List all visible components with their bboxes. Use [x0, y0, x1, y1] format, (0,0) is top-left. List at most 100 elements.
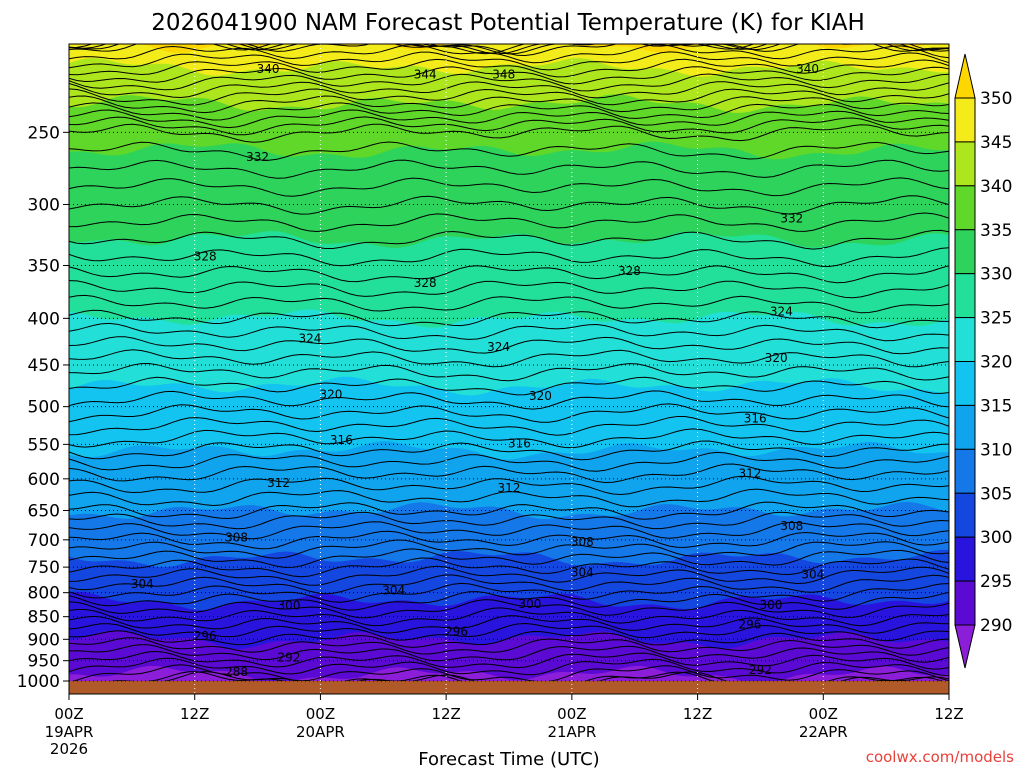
theta-band-12 — [69, 44, 949, 53]
colorbar-tick-label: 335 — [980, 221, 1012, 241]
isentrope-333 — [69, 177, 949, 197]
contour-label: 348 — [492, 67, 515, 81]
colorbar-swatch — [954, 580, 976, 626]
y-tick-label: 750 — [28, 558, 60, 578]
isentrope-304 — [69, 557, 949, 578]
x-tick-label: 12Z — [180, 705, 209, 723]
contour-label: 324 — [487, 340, 510, 354]
isentrope-297 — [69, 615, 949, 634]
isentrope-345 — [69, 58, 949, 78]
contour-label: 304 — [131, 577, 154, 591]
isentrope-299 — [69, 599, 949, 619]
isentrope-347 — [69, 44, 949, 64]
isentrope-340 — [69, 95, 949, 114]
x-tick-label: 12Z — [431, 705, 460, 723]
x-tick-label: 00Z — [54, 705, 83, 723]
colorbar-tick-label: 310 — [980, 440, 1012, 460]
colorbar-tick-label: 290 — [980, 616, 1012, 636]
contour-label: 320 — [765, 351, 788, 365]
colorbar-tick-label: 350 — [980, 89, 1012, 109]
isentrope-344 — [69, 66, 949, 85]
y-tick-label: 650 — [28, 502, 60, 522]
isentrope-305 — [69, 548, 949, 568]
contour-label: 344 — [414, 67, 437, 81]
colorbar-swatch — [954, 448, 976, 494]
contour-label: 320 — [529, 389, 552, 403]
isentrope-314 — [69, 451, 949, 472]
contour-label: 308 — [571, 535, 594, 549]
contour-label: 328 — [618, 264, 641, 278]
contour-label: 304 — [382, 584, 405, 598]
isentrope-326 — [69, 294, 949, 314]
isentrope-329 — [69, 247, 949, 268]
contour-label: 304 — [571, 565, 594, 579]
y-tick-label: 950 — [28, 652, 60, 672]
isentrope-317 — [69, 416, 949, 436]
isentrope-324 — [69, 322, 949, 342]
isentrope-316 — [69, 428, 949, 449]
colorbar-tick-label: 340 — [980, 177, 1012, 197]
colorbar: 350 345 340 335 330 325 320 315 310 305 300 295 290 — [954, 53, 1012, 669]
contour-label: 300 — [759, 598, 782, 612]
credit-link[interactable]: coolwx.com/models — [866, 748, 1014, 766]
contour-label: 324 — [770, 304, 793, 318]
isentrope-319 — [69, 390, 949, 410]
isentrope-351 — [69, 44, 949, 55]
contour-label: 312 — [738, 467, 761, 481]
y-tick-label: 550 — [28, 435, 60, 455]
x-tick-date: 19APR — [45, 723, 94, 741]
y-tick-label: 850 — [28, 608, 60, 628]
x-tick-label: 12Z — [934, 705, 963, 723]
isentrope-327 — [69, 280, 949, 299]
y-tick-label: 450 — [28, 356, 60, 376]
y-tick-label: 400 — [28, 309, 60, 329]
colorbar-swatch — [954, 273, 976, 319]
isentrope-330 — [69, 229, 949, 250]
isentrope-341 — [69, 88, 949, 106]
chart-title: 2026041900 NAM Forecast Potential Temper… — [151, 10, 865, 36]
contour-label: 340 — [257, 62, 280, 76]
isentrope-337 — [69, 116, 949, 136]
contour-label: 292 — [278, 650, 301, 664]
isentrope-339 — [69, 102, 949, 121]
isentrope-296 — [69, 622, 949, 642]
isentrope-320 — [69, 376, 949, 396]
isentrope-335 — [69, 141, 949, 161]
colorbar-swatch — [954, 185, 976, 231]
isentrope-302 — [69, 574, 949, 595]
y-tick-label: 700 — [28, 531, 60, 551]
y-tick-label: 350 — [28, 256, 60, 276]
y-tick-label: 900 — [28, 630, 60, 650]
contour-label: 316 — [508, 437, 531, 451]
plot-area: 340 344 348 340 332 332 328 328 328 324 324 324 320 3… — [68, 43, 950, 695]
contour-label: 300 — [518, 597, 541, 611]
isentrope-343 — [69, 73, 949, 92]
isentrope-315 — [69, 440, 949, 461]
isentrope-290 — [69, 664, 949, 683]
isentrope-332 — [69, 195, 949, 215]
isentrope-310 — [69, 501, 949, 520]
isentrope-294 — [69, 637, 949, 656]
isentrope-349 — [69, 44, 949, 55]
isentrope-346 — [69, 51, 949, 71]
contour-label: 332 — [780, 212, 803, 226]
isentrope-308 — [69, 521, 949, 540]
colorbar-swatch — [954, 361, 976, 406]
contour-label: 328 — [414, 276, 437, 290]
contour-label: 316 — [744, 411, 767, 425]
isentrope-323 — [69, 336, 949, 355]
x-axis-label: Forecast Time (UTC) — [418, 749, 599, 768]
isentrope-325 — [69, 309, 949, 329]
isentrope-295 — [69, 630, 949, 649]
isentrope-336 — [69, 123, 949, 143]
isentrope-313 — [69, 463, 949, 484]
contour-label: 296 — [445, 624, 468, 638]
x-tick-label: 00Z — [809, 705, 838, 723]
ground-strip — [69, 681, 949, 694]
isentrope-312 — [69, 475, 949, 496]
x-tick-label: 00Z — [557, 705, 586, 723]
isentrope-307 — [69, 530, 949, 550]
isentrope-291 — [69, 657, 949, 677]
